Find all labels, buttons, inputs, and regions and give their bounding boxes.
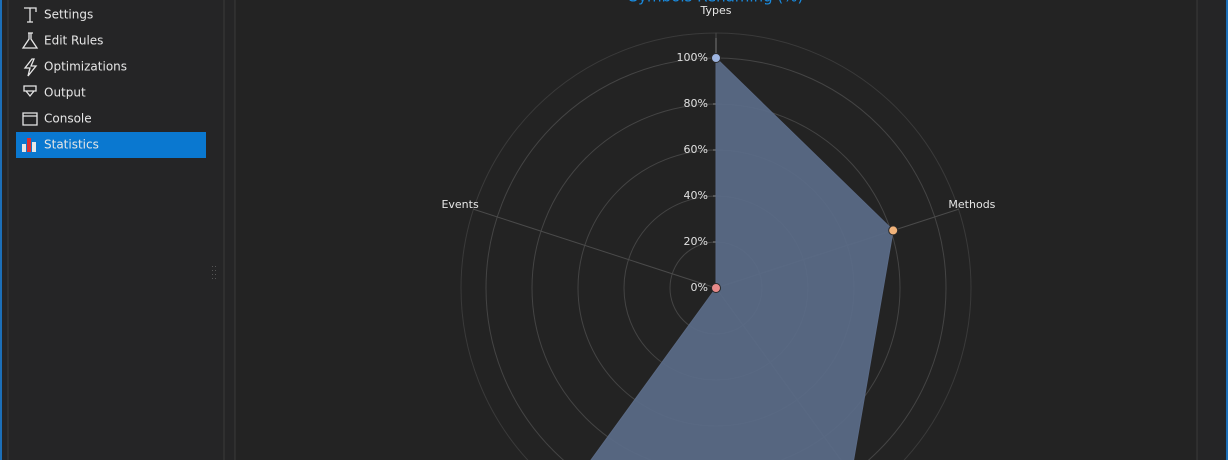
radar-area xyxy=(590,56,894,460)
nav-item[interactable]: Statistics xyxy=(44,138,99,152)
sidebar-panel xyxy=(7,0,225,460)
y-tick-label: 40% xyxy=(684,189,708,202)
y-tick-label: 80% xyxy=(684,97,708,110)
icon-bar xyxy=(32,142,36,152)
category-label: Types xyxy=(700,4,732,17)
window-border xyxy=(1226,0,1228,460)
edit-rules-icon xyxy=(21,32,39,49)
nav-icons xyxy=(21,7,39,126)
category-label: Methods xyxy=(948,198,995,211)
output-icon xyxy=(23,85,37,98)
y-tick-label: 100% xyxy=(677,51,708,64)
nav-selection xyxy=(16,132,206,158)
statistics-icon xyxy=(22,138,36,152)
nav-list: Settings Edit Rules Optimizations Output Con… xyxy=(44,8,127,152)
y-tick-label: 60% xyxy=(684,143,708,156)
category-label: Events xyxy=(441,198,479,211)
nav-item[interactable]: Edit Rules xyxy=(44,34,103,48)
nav-item[interactable]: Settings xyxy=(44,8,93,22)
chart-title: Symbols Renaming (%) xyxy=(629,0,804,6)
settings-icon xyxy=(24,7,37,23)
y-tick-label: 0% xyxy=(691,281,708,294)
radar-point xyxy=(711,283,721,293)
nav-item[interactable]: Optimizations xyxy=(44,60,127,74)
radar-chart: Types Methods Events 0% 20% 40% 60% 80% 100% xyxy=(441,4,996,460)
window-border xyxy=(0,0,2,460)
icon-bar xyxy=(22,144,26,152)
y-tick-label: 20% xyxy=(684,235,708,248)
radar-point xyxy=(711,53,721,63)
nav-item[interactable]: Output xyxy=(44,86,86,100)
splitter-grip xyxy=(212,266,216,279)
nav-item[interactable]: Console xyxy=(44,112,92,126)
spoke xyxy=(473,208,717,289)
optimizations-icon xyxy=(23,58,38,77)
console-icon xyxy=(22,112,38,126)
icon-bar xyxy=(27,138,31,152)
radar-point xyxy=(888,225,899,236)
